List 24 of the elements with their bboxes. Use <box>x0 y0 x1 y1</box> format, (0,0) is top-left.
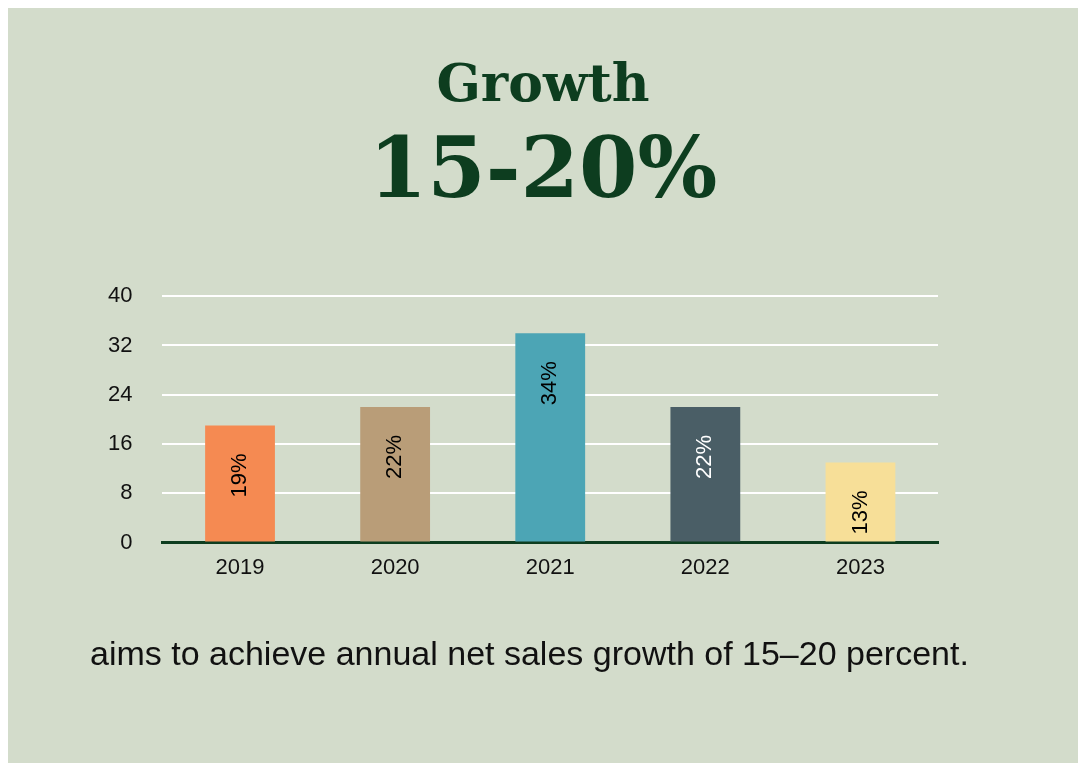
data-label: 19% <box>226 453 252 498</box>
bar <box>205 425 275 542</box>
x-tick-label: 2022 <box>680 553 730 579</box>
data-label: 22% <box>691 435 717 480</box>
y-tick-label: 40 <box>107 282 133 308</box>
bar <box>515 333 586 542</box>
x-tick-label: 2023 <box>835 553 885 579</box>
data-label: 13% <box>846 490 872 535</box>
data-label: 34% <box>536 361 562 406</box>
text: aims to achieve annual net sales growth of 15–20 percent. <box>90 633 970 674</box>
data-label: 22% <box>381 435 407 480</box>
chart-title: Growth <box>435 51 651 115</box>
y-tick-label: 16 <box>107 430 133 456</box>
bar <box>825 462 896 542</box>
y-tick-label: 0 <box>120 528 133 554</box>
x-tick-label: 2019 <box>215 553 265 579</box>
x-tick-label: 2021 <box>525 553 575 579</box>
bar <box>670 407 741 542</box>
x-tick-label: 2020 <box>370 553 420 579</box>
chart-subtitle: 15-20% <box>367 118 719 218</box>
bar <box>360 407 431 542</box>
y-tick-label: 32 <box>107 331 133 357</box>
y-tick-label: 24 <box>107 380 133 406</box>
y-tick-label: 8 <box>120 479 133 505</box>
